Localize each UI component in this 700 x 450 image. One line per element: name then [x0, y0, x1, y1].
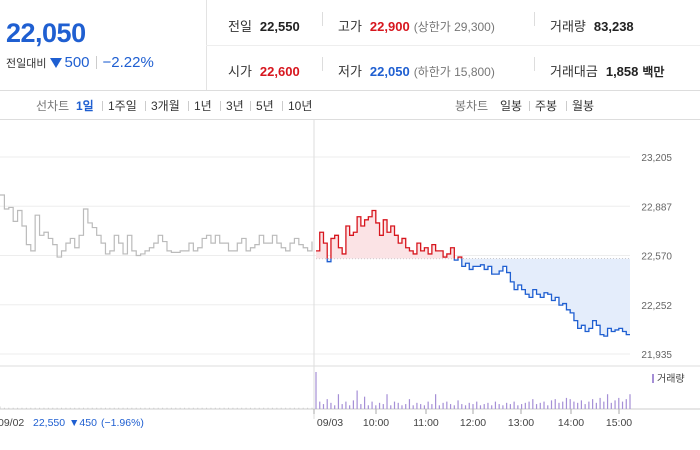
change-label: 전일대비: [6, 57, 47, 70]
tab-divider: [102, 101, 103, 111]
tab-divider: [220, 101, 221, 111]
tab-candle-3[interactable]: 월봉: [572, 99, 595, 113]
stat-divider: [322, 57, 323, 71]
price-chart: 23,205 22,887 22,570 22,252 21,935 거래량 09/03 1…: [0, 119, 700, 429]
tab-divider: [282, 101, 283, 111]
volume-legend-label: 거래량: [657, 373, 685, 385]
stat-prev-close: 전일 22,550: [228, 16, 300, 35]
tab-period-5[interactable]: 3년: [226, 99, 244, 113]
y-tick-label: 22,570: [641, 252, 672, 263]
prev-day-line: [0, 194, 313, 258]
stat-high: 고가 22,900 (상한가 29,300): [338, 16, 495, 35]
stat-label: 저가: [338, 64, 362, 79]
tab-divider: [529, 101, 530, 111]
tab-period-1[interactable]: 1일: [76, 99, 94, 113]
prev-day-change: ▼450: [69, 417, 97, 429]
stat-sub: (하한가 15,800): [413, 65, 495, 79]
stat-sub: 백만: [642, 65, 665, 79]
current-price: 22,050: [6, 18, 86, 48]
stat-value: 22,550: [259, 19, 300, 34]
line-chart-label: 선차트: [36, 99, 70, 113]
y-tick-label: 23,205: [641, 153, 672, 164]
tab-period-2[interactable]: 1주일: [108, 99, 137, 113]
down-triangle-icon: [50, 57, 63, 68]
change-percent: −2.22%: [102, 54, 154, 71]
x-tick-label: 15:00: [606, 417, 632, 429]
stat-label: 고가: [338, 19, 362, 34]
up-area: [316, 210, 630, 259]
x-tick-label: 12:00: [460, 417, 486, 429]
x-tick-label: 14:00: [558, 417, 584, 429]
tab-divider: [250, 101, 251, 111]
stat-divider: [322, 12, 323, 26]
today-up-line: [316, 209, 463, 259]
stat-divider: [534, 57, 535, 71]
x-tick-label: 09/03: [317, 417, 343, 429]
down-area: [327, 258, 630, 337]
stat-trade-value: 거래대금 1,858 백만: [550, 61, 664, 80]
tab-candle-1[interactable]: 일봉: [500, 99, 523, 113]
tab-candle-2[interactable]: 주봉: [535, 99, 558, 113]
prev-day-close: 22,550: [33, 417, 65, 429]
tab-divider: [145, 101, 146, 111]
x-tick-label: 10:00: [363, 417, 389, 429]
stat-value: 83,238: [593, 19, 634, 34]
y-tick-label: 21,935: [641, 350, 672, 361]
tab-divider: [188, 101, 189, 111]
tab-period-4[interactable]: 1년: [194, 99, 212, 113]
y-tick-label: 22,252: [641, 301, 672, 312]
stat-label: 거래량: [550, 19, 586, 34]
change-amount: 500: [64, 54, 90, 71]
stat-value: 22,050: [369, 64, 410, 79]
y-tick-label: 22,887: [641, 202, 672, 213]
candle-chart-label: 봉차트: [455, 99, 489, 113]
prev-day-label: 09/02: [0, 417, 24, 429]
prev-day-change-percent: (−1.96%): [101, 417, 144, 429]
stat-volume: 거래량 83,238: [550, 16, 634, 35]
divider: [95, 56, 97, 69]
tab-period-3[interactable]: 3개월: [151, 99, 180, 113]
stat-divider: [534, 12, 535, 26]
today-down-line: [326, 258, 630, 337]
period-tab-bar: 선차트 1일 1주일 3개월 1년 3년 5년 10년 봉차트 일봉 주봉 월봉: [0, 90, 700, 120]
stat-label: 거래대금: [550, 64, 598, 79]
x-tick-label: 13:00: [508, 417, 534, 429]
tab-period-6[interactable]: 5년: [256, 99, 274, 113]
tab-period-7[interactable]: 10년: [288, 99, 313, 113]
stat-sub: (상한가 29,300): [413, 20, 495, 34]
header-row-divider: [206, 45, 700, 46]
tab-divider: [566, 101, 567, 111]
stat-label: 시가: [228, 64, 252, 79]
stat-open: 시가 22,600: [228, 61, 300, 80]
stat-value: 22,600: [259, 64, 300, 79]
stat-label: 전일: [228, 19, 252, 34]
stat-low: 저가 22,050 (하한가 15,800): [338, 61, 495, 80]
change-row: 전일대비 500 −2.22%: [6, 54, 154, 71]
volume-legend-swatch: [652, 374, 654, 383]
stat-value: 22,900: [369, 19, 410, 34]
stat-value: 1,858: [605, 64, 639, 79]
x-tick-label: 11:00: [413, 417, 439, 429]
